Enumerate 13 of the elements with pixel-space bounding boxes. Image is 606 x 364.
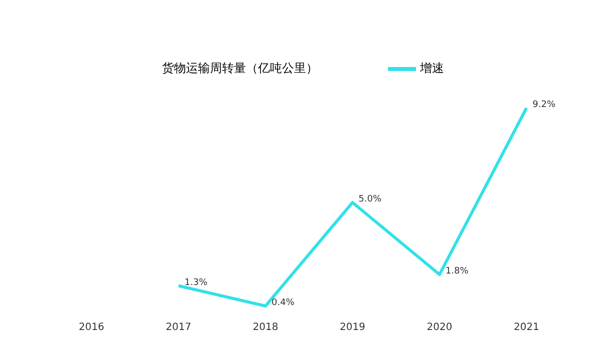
x-tick-label: 2019 — [340, 322, 366, 334]
x-tick-label: 2020 — [426, 322, 452, 334]
data-label: 1.8% — [446, 266, 469, 276]
data-label: 0.4% — [272, 298, 295, 308]
data-label: 9.2% — [532, 100, 556, 110]
x-tick-label: 2021 — [514, 322, 540, 334]
x-tick-label: 2017 — [166, 322, 192, 334]
x-tick-label: 2016 — [78, 322, 104, 334]
x-tick-label: 2018 — [252, 322, 278, 334]
data-label: 5.0% — [358, 194, 382, 204]
text: 货物运输周转量（亿吨公里） — [162, 60, 318, 77]
data-label: 1.3% — [184, 278, 208, 288]
legend-label: 增速 — [420, 60, 444, 77]
